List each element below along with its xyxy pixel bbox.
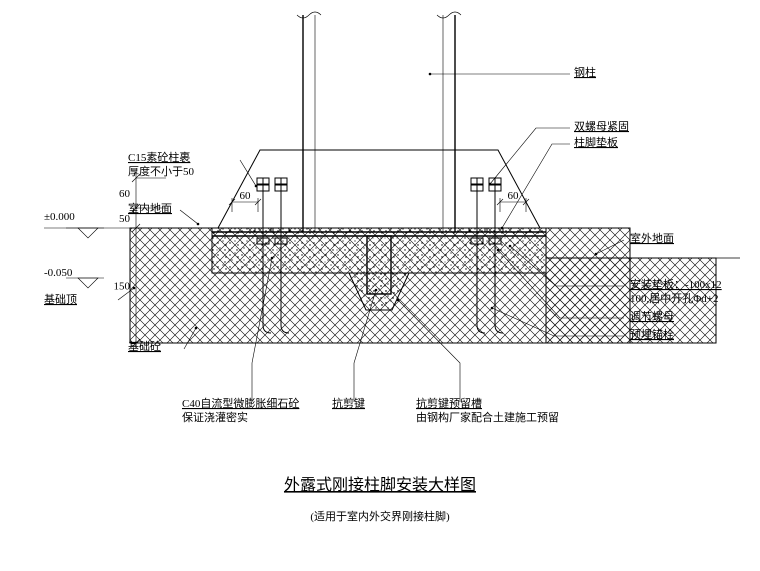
column-base-detail-drawing: ±0.000-0.050基础顶60501506060钢柱双螺母紧固柱脚垫板C15… xyxy=(0,0,760,571)
c40-label: 保证浇灌密实 xyxy=(182,410,248,424)
drawing-subtitle: (适用于室内外交界刚接柱脚) xyxy=(310,509,450,523)
dim-60: 60 xyxy=(240,190,252,202)
drawing-title: 外露式刚接柱脚安装大样图 xyxy=(284,476,476,494)
c15-label: 厚度不小于50 xyxy=(128,164,194,178)
level-neg-label: -0.050 xyxy=(44,267,73,279)
level-zero-label: ±0.000 xyxy=(44,211,75,223)
c40-label: C40自流型微膨胀细石砼 xyxy=(182,396,299,410)
shear-key-slot-label: 抗剪键预留槽 xyxy=(416,396,482,410)
drawing-area: ±0.000-0.050基础顶60501506060钢柱双螺母紧固柱脚垫板C15… xyxy=(44,12,740,424)
double-nut-label: 双螺母紧固 xyxy=(574,120,629,133)
adjust-nut-label: 调节螺母 xyxy=(630,310,674,323)
level-plate-label: 安装垫板：-100x12 xyxy=(630,277,722,291)
shear-key-slot-label: 由钢构厂家配合土建施工预留 xyxy=(416,410,559,424)
steel-column-label: 钢柱 xyxy=(574,65,596,79)
outdoor-gl-label: 室外地面 xyxy=(630,231,674,245)
c15-label: C15素砼柱裹 xyxy=(128,150,190,164)
dim-60: 60 xyxy=(508,190,520,202)
double-nut-label xyxy=(490,128,570,184)
foundation-concrete-label: 基础砼 xyxy=(128,340,161,353)
anchor-label: 预埋锚栓 xyxy=(630,327,674,341)
indoor-gl-label: 室内地面 xyxy=(128,201,172,215)
level-plate-label: 100,居中开孔Φd+2 xyxy=(630,292,719,305)
base-plate-label: 柱脚垫板 xyxy=(574,135,618,149)
dim-150: 150 xyxy=(114,281,131,293)
dim-60: 60 xyxy=(119,188,131,200)
shear-key-label: 抗剪键 xyxy=(332,396,365,410)
indoor-gl-label xyxy=(180,210,198,224)
foundation-top-label: 基础顶 xyxy=(44,293,77,306)
